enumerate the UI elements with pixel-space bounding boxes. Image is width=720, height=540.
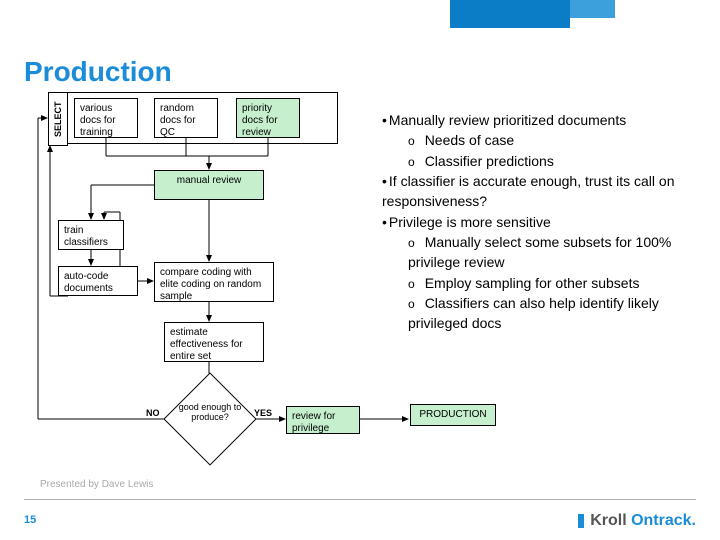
node-compare-coding: compare coding with elite coding on rand…: [154, 262, 274, 302]
select-label: SELECT: [48, 92, 68, 146]
node-auto-code: auto-code documents: [58, 266, 138, 296]
node-various-docs: various docs for training: [74, 98, 138, 138]
decision-label: good enough to produce?: [170, 402, 250, 423]
logo-mark: [578, 514, 584, 528]
header-accent-bar-2: [570, 0, 615, 18]
node-priority-docs: priority docs for review: [236, 98, 300, 138]
bullet-subitem: Classifier predictions: [408, 151, 702, 171]
header-accent-bar: [450, 0, 570, 28]
logo-product: Ontrack.: [631, 512, 696, 529]
node-decision: good enough to produce?: [177, 386, 243, 452]
node-manual-review: manual review: [154, 170, 264, 200]
page-title: Production: [24, 56, 172, 88]
bullet-list: Manually review prioritized documentsNee…: [382, 110, 702, 334]
page-number: 15: [24, 514, 36, 526]
bullet-item: Manually review prioritized documents: [382, 110, 702, 130]
node-production: PRODUCTION: [410, 404, 496, 426]
bullet-subitem: Needs of case: [408, 130, 702, 150]
edge-label-yes: YES: [254, 408, 272, 418]
node-random-docs: random docs for QC: [154, 98, 218, 138]
edge-to-production: [374, 400, 414, 430]
flowchart: SELECT various docs for training random …: [24, 92, 374, 492]
edge-label-no: NO: [146, 408, 160, 418]
logo-brand: Kroll: [590, 512, 631, 529]
node-train-classifiers: train classifiers: [58, 220, 124, 250]
bullet-item: If classifier is accurate enough, trust …: [382, 171, 702, 212]
bullet-subitem: Employ sampling for other subsets: [408, 273, 702, 293]
bullet-subitem: Classifiers can also help identify likel…: [408, 293, 702, 334]
node-review-privilege: review for privilege: [286, 406, 360, 434]
footer-divider: [24, 499, 696, 500]
bullet-subitem: Manually select some subsets for 100% pr…: [408, 232, 702, 273]
node-estimate: estimate effectiveness for entire set: [164, 322, 264, 362]
presenter-credit: Presented by Dave Lewis: [40, 479, 153, 490]
logo: Kroll Ontrack.: [578, 512, 696, 530]
bullet-item: Privilege is more sensitive: [382, 212, 702, 232]
